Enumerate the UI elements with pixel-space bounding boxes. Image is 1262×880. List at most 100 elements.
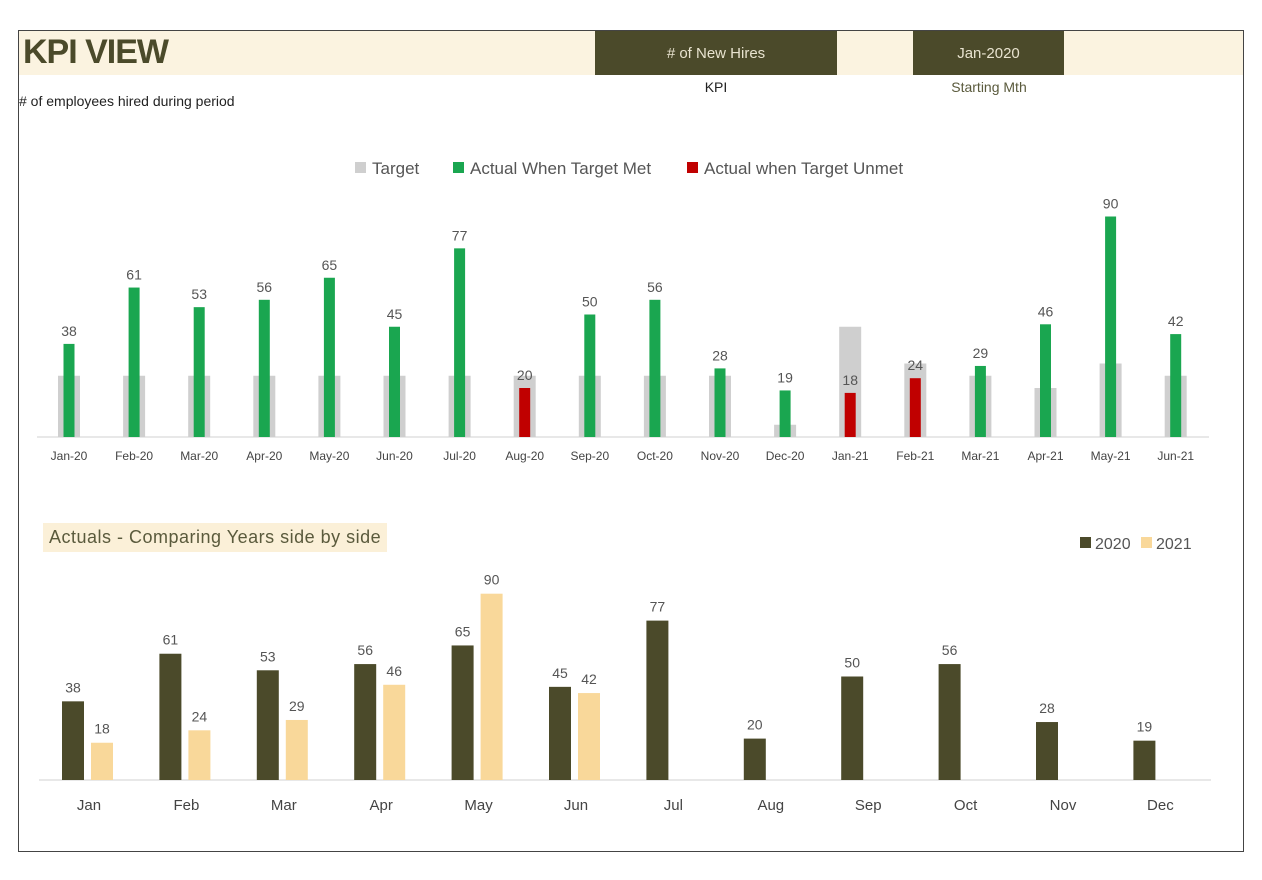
data-label: 65 <box>322 257 338 273</box>
actual-met-bar <box>193 307 205 437</box>
legend-label-1: Actual When Target Met <box>470 159 651 178</box>
x-tick-label: Mar <box>271 797 297 814</box>
x-tick-label: Jan <box>77 797 101 814</box>
data-label-2020: 61 <box>163 632 179 648</box>
actual-met-bar <box>779 390 791 437</box>
data-label: 53 <box>191 286 207 302</box>
x-tick-label: Dec-20 <box>766 449 805 463</box>
x-tick-label: Jun-21 <box>1157 449 1194 463</box>
x-tick-label: Sep-20 <box>570 449 609 463</box>
actual-met-bar <box>128 287 140 437</box>
data-label: 18 <box>842 372 858 388</box>
actual-met-bar <box>584 314 596 437</box>
x-tick-label: Aug-20 <box>505 449 544 463</box>
bar-2020 <box>354 664 377 780</box>
data-label-2020: 56 <box>357 642 373 658</box>
x-tick-label: May <box>464 797 493 814</box>
starting-month-caption: Starting Mth <box>951 79 1027 95</box>
x-tick-label: Apr-20 <box>246 449 282 463</box>
data-label-2020: 20 <box>747 717 763 733</box>
x-tick-label: May-21 <box>1091 449 1131 463</box>
actual-met-bar <box>1170 334 1182 437</box>
x-tick-label: Jan-21 <box>832 449 869 463</box>
year-comparison-chart: 2020 2021 38 18 Jan 61 24 Feb 53 29 Mar 56 46 Apr 65 90… <box>39 536 1211 814</box>
comparison-chart-title: Actuals - Comparing Years side by side <box>43 523 388 552</box>
actual-met-bar <box>258 299 270 437</box>
x-tick-label: Jul <box>664 797 683 814</box>
data-label: 61 <box>126 267 142 283</box>
bar-2021 <box>285 719 308 780</box>
legend-label-0: Target <box>372 159 420 178</box>
x-tick-label: Mar-20 <box>180 449 218 463</box>
data-label-2020: 77 <box>650 599 666 615</box>
actual-met-bar <box>389 326 400 437</box>
bar-2021 <box>383 684 406 780</box>
data-label-2021: 42 <box>581 671 597 687</box>
x-tick-label: Nov-20 <box>701 449 740 463</box>
actual-met-bar <box>454 248 466 437</box>
x-tick-label: Oct-20 <box>637 449 673 463</box>
actual-met-bar <box>63 343 75 437</box>
actual-met-bar <box>1040 324 1051 437</box>
x-tick-label: Feb-21 <box>896 449 934 463</box>
x-tick-label: Mar-21 <box>961 449 999 463</box>
legend-swatch-2021 <box>1141 537 1152 548</box>
x-tick-label: Feb <box>173 797 199 814</box>
data-label-2021: 46 <box>386 663 402 679</box>
dashboard-frame: KPI VIEW # of New Hires Jan-2020 KPI Sta… <box>18 30 1244 852</box>
x-tick-label: Jun-20 <box>376 449 413 463</box>
x-tick-label: Sep <box>855 797 882 814</box>
data-label-2021: 18 <box>94 721 110 737</box>
legend-swatch-2020 <box>1080 537 1091 548</box>
x-tick-label: Oct <box>954 797 978 814</box>
legend-label-2: Actual when Target Unmet <box>704 159 903 178</box>
bar-2021 <box>480 593 503 780</box>
actual-met-bar <box>1105 216 1117 437</box>
data-label-2020: 65 <box>455 623 471 639</box>
bar-2021 <box>578 693 600 780</box>
data-label-2021: 29 <box>289 698 305 714</box>
x-tick-label: Feb-20 <box>115 449 153 463</box>
actual-met-bar <box>714 368 726 437</box>
starting-month-value: Jan-2020 <box>957 44 1020 62</box>
data-label-2021: 24 <box>192 708 208 724</box>
kpi-chart: Target Actual When Target Met Actual when … <box>37 159 1209 463</box>
kpi-selector[interactable]: # of New Hires <box>595 31 837 75</box>
bar-2020 <box>938 664 961 780</box>
bar-2020 <box>256 670 279 780</box>
legend-swatch-1 <box>453 162 464 173</box>
bar-2020 <box>62 701 84 780</box>
legend-label-2021: 2021 <box>1156 536 1192 553</box>
x-tick-label: May-20 <box>309 449 349 463</box>
data-label-2021: 90 <box>484 572 500 588</box>
legend-swatch-0 <box>355 162 366 173</box>
bar-2020 <box>451 645 474 780</box>
data-label-2020: 19 <box>1137 719 1153 735</box>
actual-met-bar <box>649 299 661 437</box>
x-tick-label: Apr-21 <box>1027 449 1063 463</box>
data-label: 56 <box>257 279 273 295</box>
data-label: 90 <box>1103 196 1119 212</box>
bar-2020 <box>646 620 669 780</box>
bar-2020 <box>743 738 766 780</box>
x-tick-label: Aug <box>757 797 784 814</box>
data-label-2020: 56 <box>942 642 958 658</box>
data-label-2020: 28 <box>1039 700 1055 716</box>
data-label: 19 <box>777 369 793 385</box>
actual-unmet-bar <box>519 388 531 437</box>
data-label-2020: 38 <box>65 679 81 695</box>
bar-2020 <box>1133 740 1156 780</box>
kpi-caption: KPI <box>704 79 728 95</box>
page-title: KPI VIEW <box>23 33 169 71</box>
starting-month-selector[interactable]: Jan-2020 <box>913 31 1064 75</box>
x-tick-label: Apr <box>370 797 393 814</box>
data-label-2020: 45 <box>552 665 568 681</box>
x-tick-label: Dec <box>1147 797 1174 814</box>
data-label: 42 <box>1168 313 1184 329</box>
data-label: 24 <box>908 357 924 373</box>
actual-unmet-bar <box>844 392 856 437</box>
kpi-selector-value: # of New Hires <box>666 44 766 62</box>
data-label: 46 <box>1038 303 1054 319</box>
legend-swatch-2 <box>687 162 698 173</box>
data-label: 45 <box>387 306 403 322</box>
